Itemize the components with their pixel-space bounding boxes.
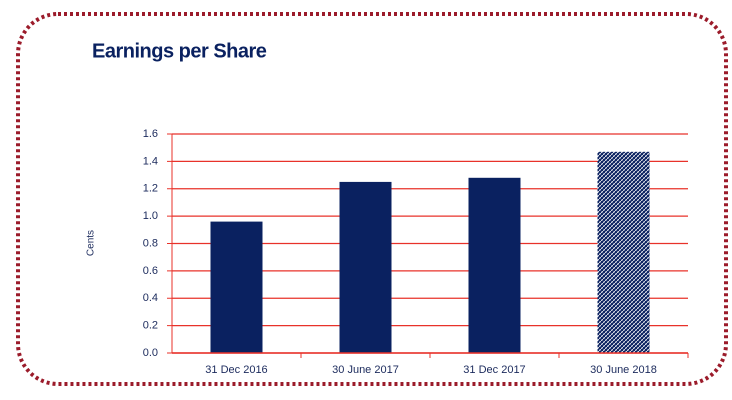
y-axis-label: Cents xyxy=(86,230,97,256)
y-tick-label: 1.6 xyxy=(143,128,158,140)
bar xyxy=(210,221,263,353)
x-tick-label: 31 Dec 2017 xyxy=(463,364,525,376)
y-tick-label: 0.6 xyxy=(143,265,158,277)
y-tick-label: 0.0 xyxy=(143,347,158,359)
x-tick-label: 31 Dec 2016 xyxy=(205,364,267,376)
y-tick-label: 1.2 xyxy=(143,183,158,195)
x-tick-label: 30 June 2017 xyxy=(332,364,399,376)
bar xyxy=(597,151,650,353)
y-tick-label: 0.8 xyxy=(143,237,158,249)
bar xyxy=(468,177,521,353)
y-tick-label: 1.4 xyxy=(143,155,158,167)
y-tick-label: 0.4 xyxy=(143,292,158,304)
frame xyxy=(16,12,728,386)
y-tick-label: 0.2 xyxy=(143,320,158,332)
bar xyxy=(339,181,392,353)
chart-title: Earnings per Share xyxy=(92,40,267,62)
x-tick-label: 30 June 2018 xyxy=(590,364,657,376)
y-tick-label: 1.0 xyxy=(143,210,158,222)
